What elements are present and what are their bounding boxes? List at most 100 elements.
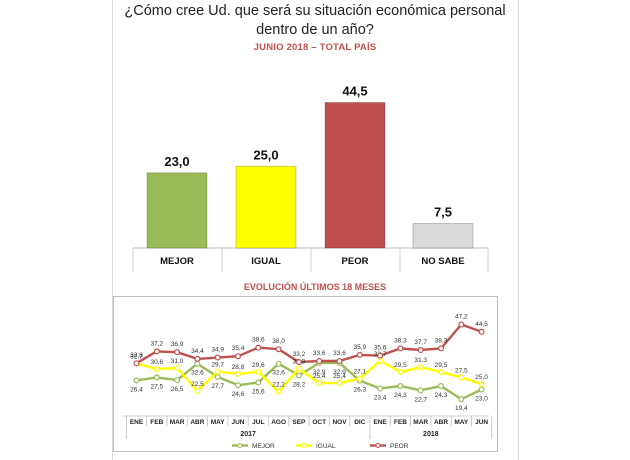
month-tick-6: JUL	[252, 419, 264, 426]
point-label-igual-15: 29,5	[435, 362, 448, 369]
point-mejor-17	[478, 386, 485, 393]
point-mejor-14	[417, 387, 424, 394]
point-igual-11	[356, 375, 363, 382]
bar-value-igual: 25,0	[253, 147, 278, 162]
point-label-igual-2: 31,0	[171, 358, 184, 365]
point-label-mejor-17: 23,0	[475, 396, 488, 403]
point-peor-0	[133, 360, 140, 367]
point-mejor-13	[397, 383, 404, 390]
bar-value-no-sabe: 7,5	[434, 204, 452, 219]
point-label-peor-10: 33,6	[333, 350, 346, 357]
point-label-mejor-6: 25,6	[252, 389, 265, 396]
point-label-igual-11: 27,1	[353, 369, 366, 376]
bar-category-mejor: MEJOR	[160, 256, 194, 267]
point-igual-6	[255, 368, 262, 375]
line-chart: ENE FEB MAR ABR MAY JUN JUL AGO SEP OCT NOV DIC ENE F…	[122, 314, 493, 450]
point-label-peor-5: 35,4	[232, 345, 245, 352]
month-tick-16: MAY	[454, 419, 469, 426]
point-label-peor-16: 47,2	[455, 314, 468, 321]
point-peor-14	[417, 347, 424, 354]
month-tick-7: AGO	[271, 419, 286, 426]
point-igual-17	[478, 381, 485, 388]
point-label-igual-6: 29,6	[252, 362, 265, 369]
point-igual-16	[458, 374, 465, 381]
point-label-igual-1: 30,6	[150, 359, 163, 366]
point-igual-15	[438, 369, 445, 376]
point-igual-4	[214, 368, 221, 375]
point-mejor-4	[214, 373, 221, 380]
point-mejor-0	[133, 377, 140, 384]
month-tick-13: FEB	[394, 419, 407, 426]
point-label-igual-5: 28,8	[232, 364, 245, 371]
point-peor-6	[255, 344, 262, 351]
point-peor-5	[234, 353, 241, 360]
chart-title: ¿Cómo cree Ud. que será su situación eco…	[124, 3, 506, 38]
month-tick-0: ENE	[130, 419, 144, 426]
point-label-mejor-5: 24,6	[232, 391, 245, 398]
point-mejor-8	[295, 372, 302, 379]
month-tick-5: JUN	[231, 419, 244, 426]
point-peor-7	[275, 346, 282, 353]
month-tick-4: MAY	[211, 419, 226, 426]
bar-igual	[235, 165, 297, 249]
chart-subtitle: JUNIO 2018 – TOTAL PAÍS	[253, 42, 377, 53]
point-igual-9	[316, 380, 323, 387]
month-tick-9: OCT	[312, 419, 326, 426]
point-mejor-7	[275, 360, 282, 367]
month-tick-15: ABR	[434, 419, 448, 426]
point-label-peor-15: 38,3	[435, 337, 448, 344]
bar-chart: 23,0 MEJOR 25,0 IGUAL 44,5 PEOR 7,5 NO SABE	[132, 83, 489, 272]
point-label-igual-16: 27,5	[455, 367, 468, 374]
point-mejor-2	[174, 377, 181, 384]
point-mejor-6	[255, 379, 262, 386]
point-label-peor-6: 38,6	[252, 337, 265, 344]
left-frame-line	[112, 0, 113, 460]
point-label-mejor-14: 22,7	[414, 396, 427, 403]
point-mejor-5	[234, 382, 241, 389]
month-tick-3: ABR	[190, 419, 204, 426]
point-igual-7	[275, 388, 282, 395]
point-peor-9	[316, 358, 323, 365]
point-label-peor-13: 38,3	[394, 337, 407, 344]
bar-category-igual: IGUAL	[251, 256, 281, 267]
right-frame-line	[518, 0, 519, 460]
point-igual-10	[336, 380, 343, 387]
point-peor-1	[153, 348, 160, 355]
point-peor-3	[194, 355, 201, 362]
point-igual-14	[417, 364, 424, 371]
legend-label-peor: PEOR	[390, 443, 409, 450]
point-label-peor-3: 34,4	[191, 348, 204, 355]
series-line-peor	[135, 323, 483, 365]
point-label-mejor-4: 27,7	[211, 383, 224, 390]
point-label-igual-3: 22,5	[191, 381, 204, 388]
year-label-2017: 2017	[240, 431, 256, 438]
month-tick-8: SEP	[292, 419, 306, 426]
bar-category-peor: PEOR	[342, 256, 369, 267]
point-peor-16	[458, 321, 465, 328]
point-label-mejor-0: 26,4	[130, 386, 143, 393]
month-tick-10: NOV	[332, 419, 347, 426]
point-label-igual-13: 29,5	[394, 362, 407, 369]
legend-label-igual: IGUAL	[316, 443, 336, 450]
point-label-peor-4: 34,9	[211, 347, 224, 354]
legend-marker-mejor	[237, 443, 243, 448]
point-label-peor-12: 35,6	[374, 345, 387, 352]
point-mejor-15	[438, 383, 445, 390]
line-chart-title: EVOLUCIÓN ÚLTIMOS 18 MESES	[243, 282, 387, 292]
point-mejor-1	[153, 374, 160, 381]
month-tick-12: ENE	[373, 419, 387, 426]
legend-marker-igual	[301, 443, 307, 448]
point-label-mejor-8: 28,2	[293, 382, 306, 389]
point-peor-8	[295, 359, 302, 366]
point-igual-1	[153, 366, 160, 373]
point-igual-2	[174, 365, 181, 372]
point-label-igual-17: 25,0	[475, 374, 488, 381]
bar-value-peor: 44,5	[342, 83, 367, 98]
point-peor-11	[356, 351, 363, 358]
bar-no-sabe	[412, 223, 474, 249]
series-line-igual	[136, 359, 482, 393]
point-peor-17	[478, 328, 485, 335]
month-tick-2: MAR	[170, 419, 185, 426]
point-igual-8	[295, 365, 302, 372]
point-peor-13	[397, 345, 404, 352]
